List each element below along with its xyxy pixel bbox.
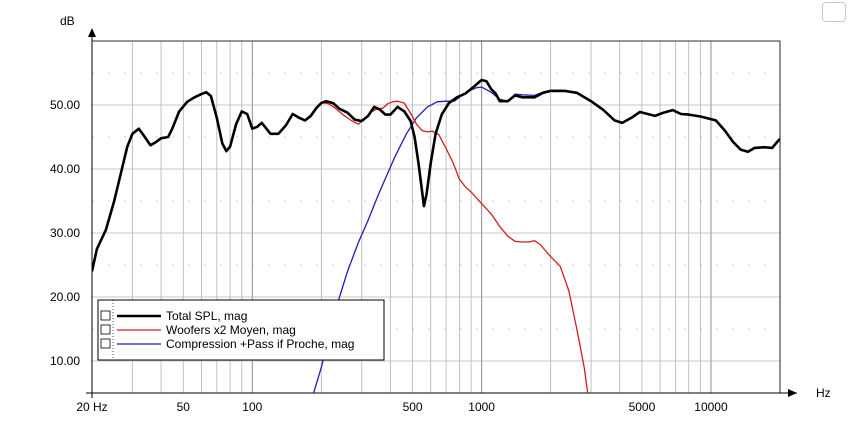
x-tick-label: 5000 [629, 400, 656, 414]
x-tick-label: 50 [177, 400, 191, 414]
tick-labels: 20 Hz 50 100 500 1000 5000 10000 10.00 20.00 30.0… [50, 14, 831, 414]
legend-checkbox[interactable] [100, 310, 111, 321]
x-tick-label: 100 [242, 400, 262, 414]
y-axis-arrow [88, 28, 96, 37]
legend-checkbox[interactable] [100, 338, 111, 349]
series-group [92, 78, 780, 393]
x-tick-label: 500 [403, 400, 423, 414]
y-tick-label: 20.00 [50, 290, 80, 304]
corner-box[interactable] [822, 2, 846, 22]
series-line-1 [92, 78, 780, 272]
y-tick-label: 30.00 [50, 226, 80, 240]
x-axis-arrow [788, 389, 797, 397]
y-tick-label: 10.00 [50, 354, 80, 368]
y-unit-label: dB [60, 14, 75, 28]
y-tick-label: 50.00 [50, 98, 80, 112]
y-tick-label: 40.00 [50, 162, 80, 176]
x-tick-label: 10000 [694, 400, 728, 414]
legend-label: Woofers x2 Moyen, mag [166, 323, 296, 337]
x-tick-label: 20 Hz [76, 400, 107, 414]
x-unit-label: Hz [816, 386, 831, 400]
legend-checkbox[interactable] [100, 324, 111, 335]
grid [91, 40, 781, 394]
legend-label: Total SPL, mag [166, 309, 247, 323]
legend-label: Compression +Pass if Proche, mag [166, 337, 354, 351]
axes [86, 28, 797, 398]
x-tick-label: 1000 [468, 400, 495, 414]
